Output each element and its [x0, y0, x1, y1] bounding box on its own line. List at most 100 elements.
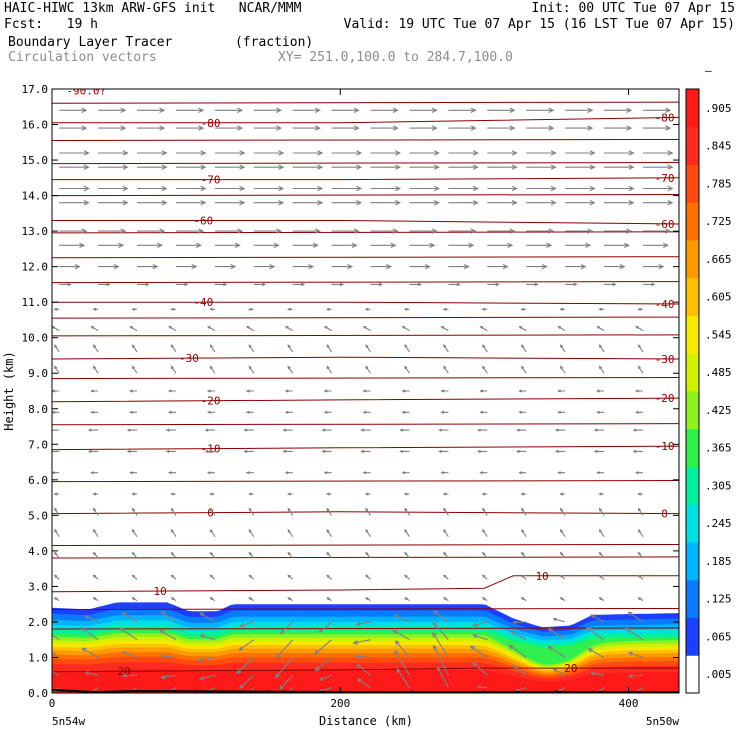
vector-9-1: [98, 282, 111, 287]
vector-18-8: [362, 471, 371, 475]
vector-6-15: [643, 228, 672, 234]
vector-27-9: [394, 640, 410, 658]
vector-5-14: [604, 200, 635, 206]
vector-19-7: [325, 492, 332, 496]
vector-28-5: [238, 674, 255, 690]
vector-15-5: [245, 410, 254, 414]
vector-12-2: [131, 344, 138, 353]
vector-24-1: [92, 597, 99, 602]
vector-10-2: [131, 307, 137, 311]
vector-28-2: [121, 673, 138, 678]
vector-3-6: [292, 164, 324, 170]
vector-24-5: [248, 597, 255, 602]
vector-9-0: [59, 282, 72, 287]
colorbar-swatch-2: [686, 579, 699, 618]
vector-7-5: [253, 242, 280, 248]
vector-23-2: [131, 574, 138, 580]
vector-10-14: [598, 307, 604, 311]
vector-23-11: [481, 574, 488, 580]
contour-label--80-1: -80: [655, 112, 675, 125]
vector-6-8: [370, 228, 399, 234]
vector-17-6: [282, 449, 293, 453]
vector-0-3: [176, 107, 205, 113]
colorbar-swatch-7: [686, 391, 699, 430]
vector-6-13: [565, 228, 594, 234]
y-tick-label-16: 16.0: [22, 119, 49, 132]
vector-6-4: [214, 228, 244, 234]
vector-9-8: [370, 282, 384, 287]
vector-27-5: [236, 657, 255, 675]
contour-line-10: [52, 256, 679, 259]
vector-13-11: [482, 365, 488, 374]
vector-2-2: [137, 150, 168, 156]
vector-6-1: [98, 228, 127, 234]
vector-17-15: [632, 449, 643, 453]
vector-15-3: [167, 410, 176, 414]
contour-line-7: [52, 334, 679, 337]
vector-13-9: [404, 365, 410, 374]
vector-3-1: [98, 164, 129, 170]
y-tick-label-8: 8.0: [28, 403, 48, 416]
contour--70: [52, 177, 679, 181]
vector-3-12: [526, 164, 557, 170]
vector-27-3: [160, 653, 177, 659]
y-tick-label-7: 7.0: [28, 438, 48, 451]
vector-10-0: [53, 307, 60, 311]
vector-10-8: [364, 307, 371, 311]
contour-line-9: [52, 281, 679, 284]
contour-label--70-1: -70: [655, 172, 675, 185]
vector-14-1: [90, 389, 99, 393]
vector-14-6: [284, 389, 293, 393]
vector-12-12: [520, 344, 527, 353]
vector-19-1: [92, 492, 99, 496]
vector-17-1: [87, 449, 99, 453]
vector-13-8: [365, 365, 371, 374]
vector-7-10: [448, 242, 475, 248]
vector-28-6: [279, 674, 294, 690]
vector-20-4: [209, 507, 216, 516]
vector-16-1: [87, 428, 99, 432]
vector-8-15: [643, 264, 665, 270]
vector-2-12: [526, 150, 557, 156]
colorbar-frame: [685, 88, 700, 694]
vector-14-8: [362, 389, 371, 393]
vector-12-14: [598, 344, 605, 353]
plot-frame: [51, 88, 680, 694]
vector-5-9: [409, 200, 440, 206]
vector-8-7: [331, 264, 354, 270]
vector-8-13: [565, 264, 587, 270]
vector-3-15: [643, 164, 674, 170]
colorbar-label-3: .185: [705, 555, 732, 568]
overlay-title: Circulation vectors: [8, 50, 157, 65]
vector-18-5: [245, 471, 254, 475]
vector-6-9: [409, 228, 438, 234]
vector-24-14: [598, 597, 605, 602]
vector-0-13: [565, 107, 594, 113]
vector-16-12: [515, 428, 527, 432]
vector-11-7: [323, 325, 332, 332]
vector-18-13: [557, 471, 566, 475]
vector-3-10: [448, 164, 479, 170]
vector-11-12: [518, 325, 527, 332]
vector-28-9: [394, 649, 410, 676]
vector-14-7: [323, 389, 332, 393]
vector-7-3: [176, 242, 202, 248]
vector-20-10: [443, 507, 449, 516]
vector-6-2: [137, 228, 166, 234]
vector-6-7: [331, 228, 360, 234]
vector-11-13: [557, 325, 566, 332]
vector-5-12: [526, 200, 557, 206]
vector-16-4: [204, 428, 215, 432]
vector-19-12: [520, 492, 527, 496]
contour-label--60-1: -60: [655, 218, 675, 231]
vector-16-10: [438, 428, 449, 432]
vector-8-11: [487, 264, 509, 270]
vector-27-0: [52, 651, 60, 658]
contour-label--10-0: -10: [201, 443, 221, 456]
contour-label--20-0: -20: [201, 395, 221, 408]
vector-24-13: [559, 597, 566, 602]
vector-16-13: [554, 428, 566, 432]
vector-28-3: [160, 674, 177, 680]
vector-20-3: [170, 507, 177, 516]
vector-18-1: [90, 471, 99, 475]
